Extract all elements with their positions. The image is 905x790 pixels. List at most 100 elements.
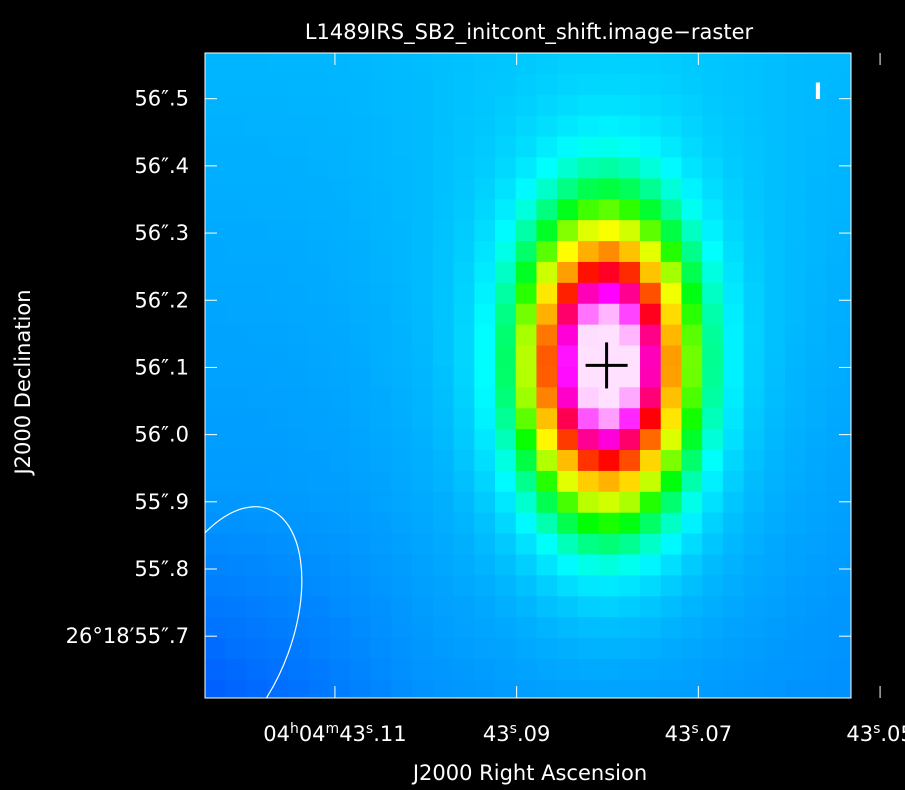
raster-cell: [536, 115, 558, 138]
raster-cell: [391, 429, 413, 451]
raster-cell: [267, 533, 289, 556]
raster-cell: [785, 261, 807, 284]
raster-cell: [619, 554, 641, 576]
raster-cell: [536, 157, 558, 179]
raster-cell: [308, 241, 330, 263]
raster-cell: [681, 512, 703, 535]
raster-cell: [577, 324, 600, 347]
raster-cell: [474, 136, 496, 159]
raster-cell: [515, 679, 538, 698]
raster-cell: [350, 157, 372, 179]
raster-cell: [805, 220, 828, 242]
raster-cell: [412, 470, 434, 493]
raster-cell: [577, 408, 600, 430]
raster-cell: [287, 303, 310, 326]
raster-cell: [495, 136, 517, 159]
raster-cell: [702, 554, 724, 576]
raster-cell: [370, 73, 393, 96]
raster-cell: [743, 658, 765, 681]
raster-cell: [205, 94, 227, 117]
raster-cell: [557, 261, 579, 284]
raster-cell: [453, 345, 475, 368]
raster-cell: [246, 658, 268, 681]
raster-cell: [785, 533, 807, 556]
raster-cell: [681, 679, 703, 698]
raster-cell: [598, 261, 620, 284]
raster-cell: [474, 53, 496, 75]
raster-cell: [619, 366, 641, 388]
raster-cell: [495, 345, 517, 368]
raster-cell: [577, 429, 600, 451]
raster-cell: [536, 638, 558, 660]
raster-cell: [640, 199, 662, 221]
raster-cell: [287, 512, 310, 535]
raster-cell: [432, 303, 455, 326]
raster-cell: [598, 53, 620, 75]
raster-cell: [660, 199, 683, 221]
raster-cell: [743, 282, 765, 305]
raster-cell: [805, 638, 828, 660]
y-tick-labels: 26°18′55″.7 55″.8 55″.9 56″.0 56″.1 56″.2 56″.…: [66, 87, 189, 649]
raster-cell: [267, 345, 289, 368]
raster-cell: [350, 679, 372, 698]
raster-cell: [640, 533, 662, 556]
raster-cell: [722, 408, 745, 430]
raster-cell: [702, 366, 724, 388]
raster-cell: [722, 220, 745, 242]
raster-cell: [329, 638, 351, 660]
raster-cell: [329, 178, 351, 200]
raster-cell: [702, 387, 724, 409]
raster-cell: [681, 617, 703, 639]
raster-cell: [246, 261, 268, 284]
raster-cell: [702, 679, 724, 698]
raster-cell: [267, 53, 289, 75]
raster-cell: [350, 512, 372, 535]
raster-cell: [474, 324, 496, 347]
raster-cell: [432, 220, 455, 242]
raster-cell: [391, 324, 413, 347]
raster-cell: [847, 470, 851, 493]
raster-cell: [432, 658, 455, 681]
raster-cell: [432, 575, 455, 597]
raster-cell: [453, 115, 475, 138]
raster-cell: [557, 303, 579, 326]
raster-cell: [350, 596, 372, 618]
raster-cell: [453, 387, 475, 409]
raster-cell: [412, 596, 434, 618]
raster-cell: [702, 617, 724, 639]
raster-cell: [619, 387, 641, 409]
raster-cell: [391, 554, 413, 576]
raster-cell: [267, 178, 289, 200]
raster-cell: [598, 157, 620, 179]
raster-cell: [515, 303, 538, 326]
raster-cell: [764, 136, 786, 159]
raster-cell: [246, 450, 268, 472]
raster-cell: [474, 241, 496, 263]
raster-cell: [826, 178, 848, 200]
raster-cell: [515, 345, 538, 368]
y-tick-label: 56″.0: [134, 423, 189, 447]
raster-cell: [743, 115, 765, 138]
raster-cell: [495, 658, 517, 681]
raster-cell: [722, 199, 745, 221]
raster-cell: [743, 53, 765, 75]
raster-cell: [785, 115, 807, 138]
raster-cell: [826, 199, 848, 221]
raster-cell: [702, 115, 724, 138]
raster-cell: [225, 157, 248, 179]
raster-cell: [660, 533, 683, 556]
raster-cell: [785, 303, 807, 326]
raster-cell: [453, 512, 475, 535]
raster-cell: [287, 429, 310, 451]
raster-cell: [370, 136, 393, 159]
raster-cell: [350, 261, 372, 284]
raster-cell: [764, 94, 786, 117]
raster-cell: [764, 366, 786, 388]
x-tick-label: 43s.09: [483, 721, 550, 746]
raster-cell: [826, 450, 848, 472]
raster-cell: [370, 324, 393, 347]
raster-cell: [391, 261, 413, 284]
raster-cell: [847, 345, 851, 368]
raster-cell: [267, 408, 289, 430]
x-tick-labels: 04h04m43s.11 43s.09 43s.07 43s.05: [263, 721, 905, 746]
